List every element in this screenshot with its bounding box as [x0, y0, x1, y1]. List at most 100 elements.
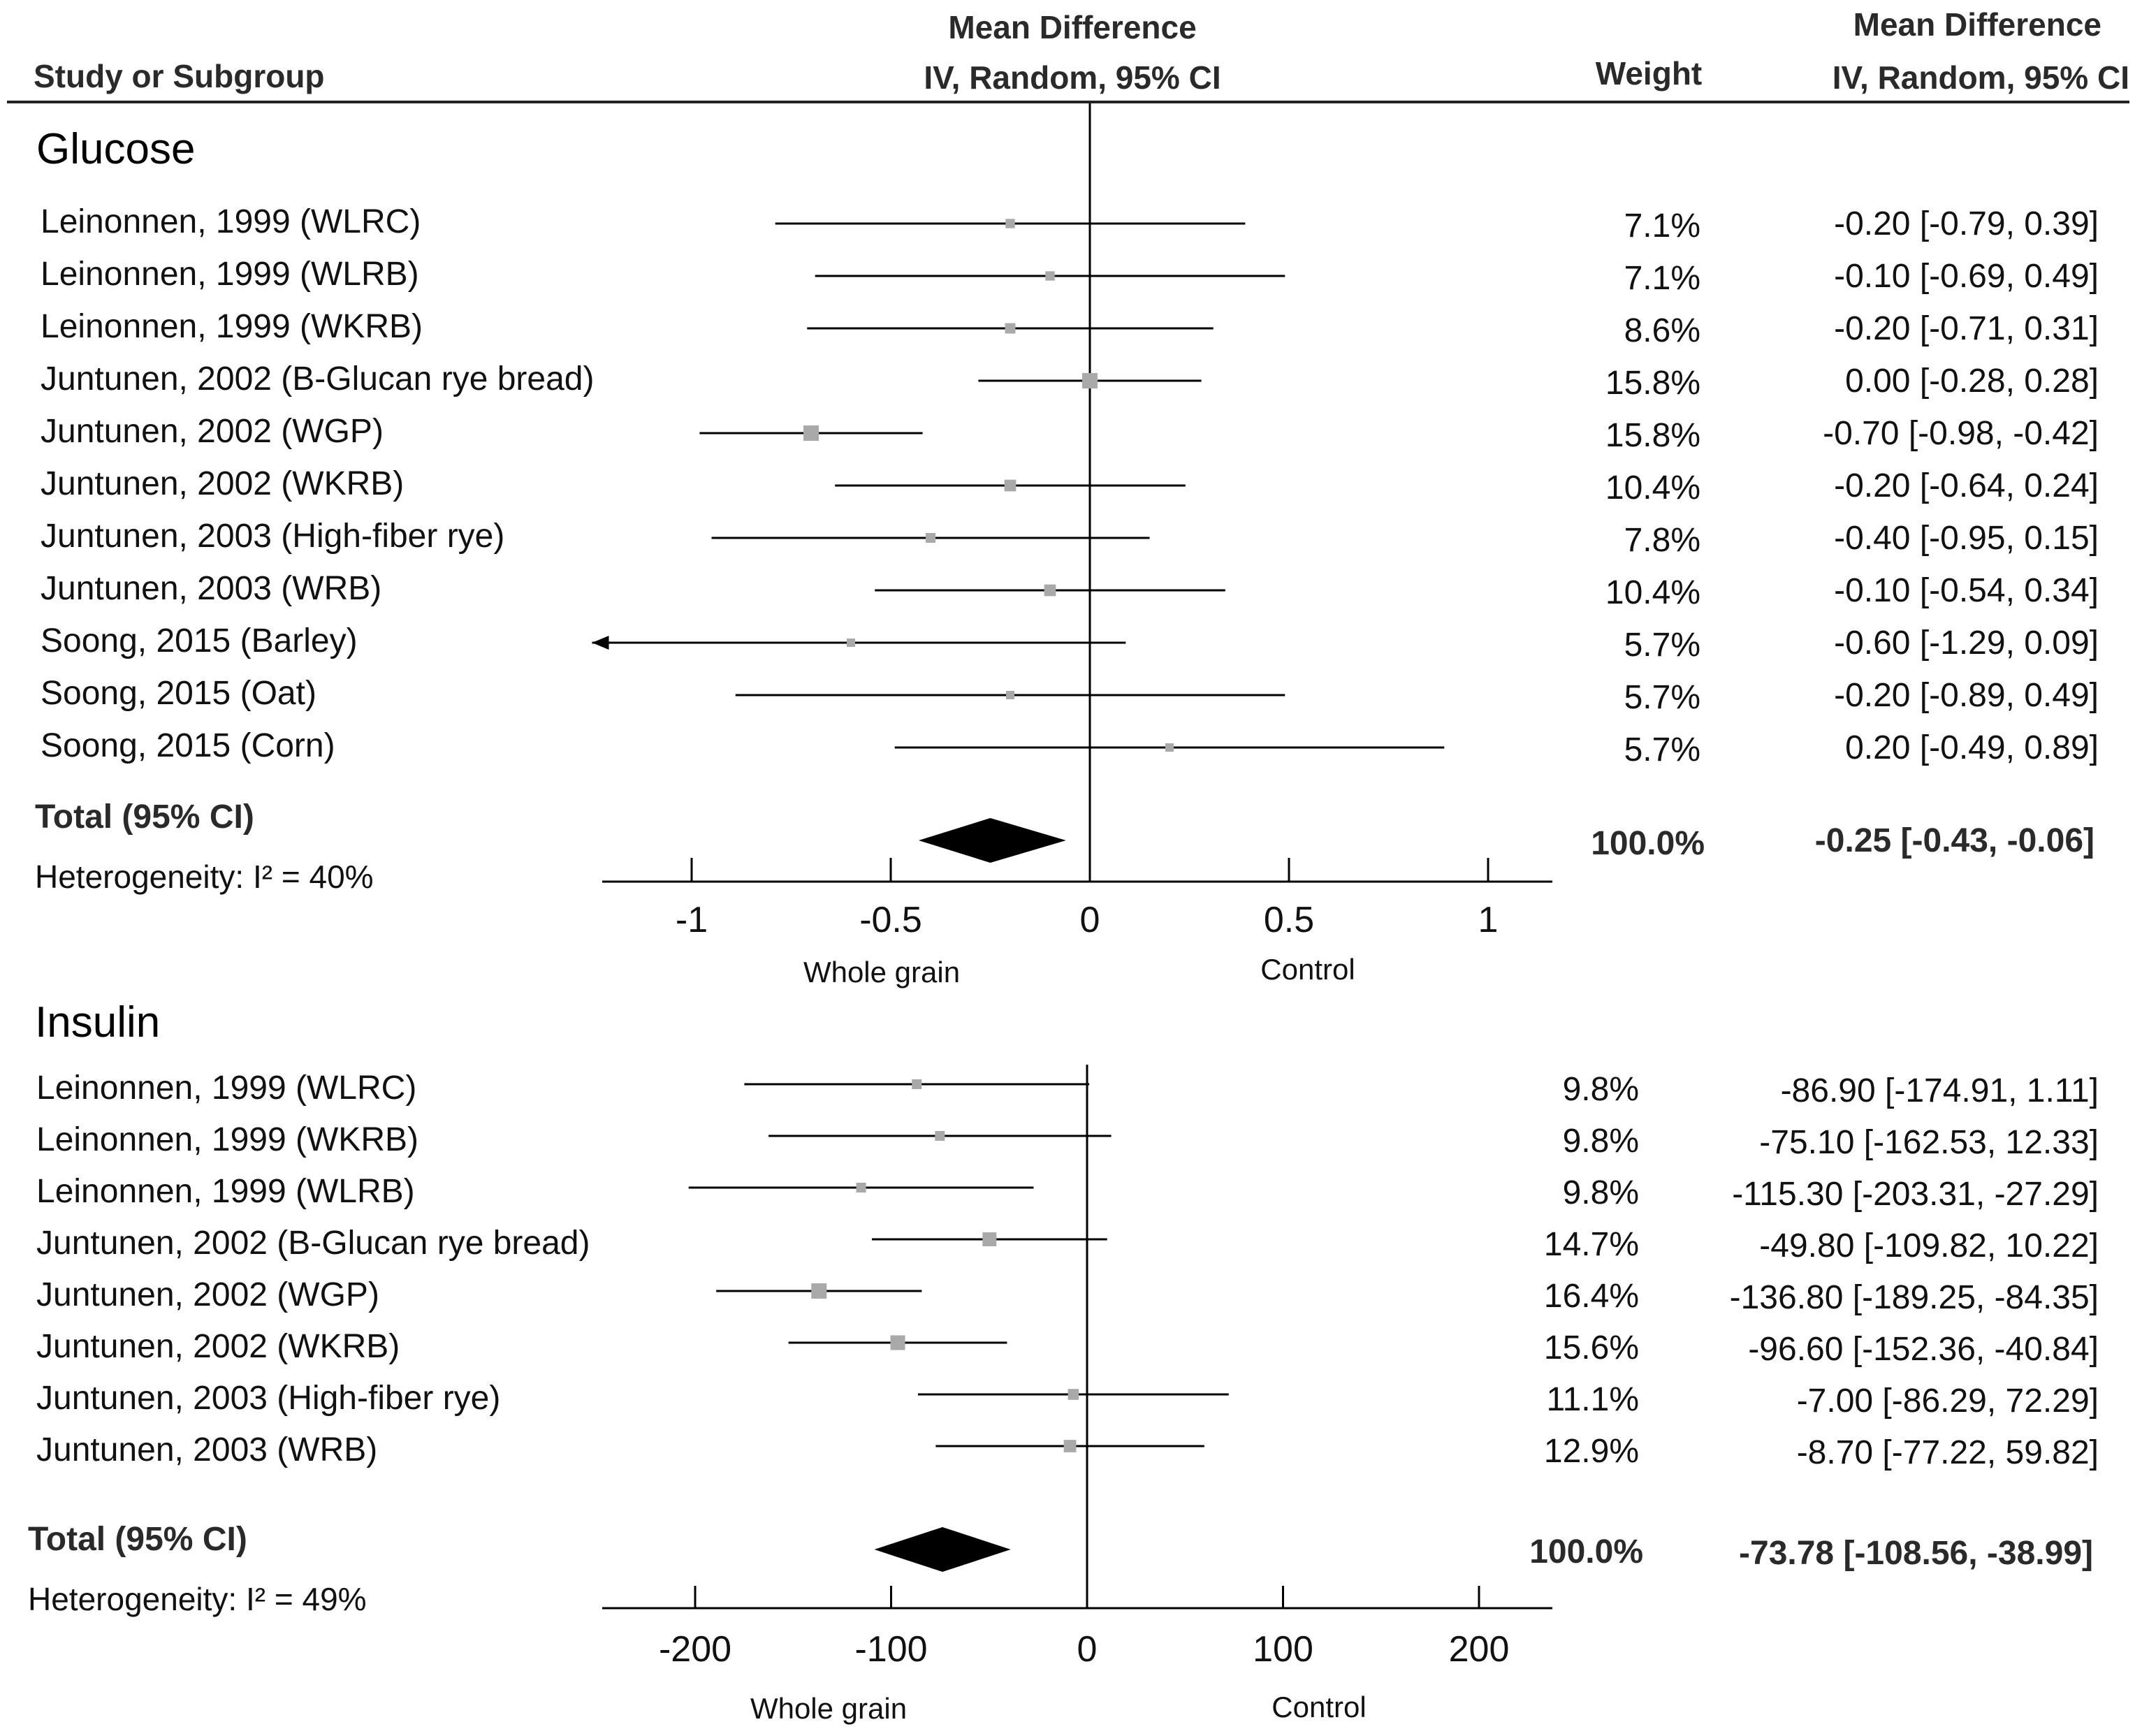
glucose-md-ci: -0.70 [-0.98, -0.42]	[1823, 415, 2099, 452]
insulin-weight: 11.1%	[1546, 1381, 1639, 1418]
glucose-point-marker	[1165, 743, 1174, 752]
glucose-point-marker	[1045, 271, 1055, 281]
insulin-section-title: Insulin	[35, 998, 161, 1046]
insulin-point-marker	[811, 1283, 827, 1299]
insulin-xlabel-right: Control	[1272, 1691, 1367, 1723]
glucose-md-ci: -0.20 [-0.79, 0.39]	[1834, 205, 2099, 242]
insulin-md-ci: -86.90 [-174.91, 1.11]	[1780, 1072, 2099, 1109]
insulin-study-name: Juntunen, 2002 (WGP)	[36, 1276, 379, 1313]
glucose-weight: 15.8%	[1605, 365, 1700, 402]
glucose-study-name: Soong, 2015 (Barley)	[41, 622, 358, 659]
insulin-weight: 14.7%	[1543, 1226, 1639, 1263]
insulin-md-ci: -96.60 [-152.36, -40.84]	[1748, 1331, 2099, 1368]
glucose-point-marker	[803, 425, 819, 441]
glucose-study-name: Juntunen, 2003 (High-fiber rye)	[41, 518, 505, 555]
insulin-total-diamond	[874, 1527, 1011, 1572]
insulin-tick-label: -200	[659, 1629, 731, 1670]
glucose-weight: 7.1%	[1624, 207, 1700, 245]
glucose-plot: -1 -0.5 0 0.5 1	[592, 103, 1552, 940]
glucose-md-ci: -0.20 [-0.89, 0.49]	[1834, 677, 2099, 714]
glucose-section-title: Glucose	[36, 125, 196, 173]
glucose-total-label: Total (95% CI)	[35, 798, 254, 836]
insulin-study-name: Juntunen, 2003 (WRB)	[36, 1431, 378, 1468]
insulin-study-name: Leinonnen, 1999 (WLRC)	[36, 1070, 417, 1107]
insulin-md-ci: -75.10 [-162.53, 12.33]	[1759, 1124, 2099, 1161]
insulin-point-marker	[856, 1183, 866, 1192]
glucose-point-marker	[1006, 691, 1014, 699]
insulin-md-ci: -7.00 [-86.29, 72.29]	[1796, 1383, 2099, 1420]
glucose-md-ci: -0.10 [-0.69, 0.49]	[1834, 258, 2099, 295]
glucose-md-ci: -0.10 [-0.54, 0.34]	[1834, 572, 2099, 609]
glucose-weight: 10.4%	[1605, 574, 1700, 611]
glucose-tick-label: 0	[1080, 900, 1100, 940]
glucose-md-ci: 0.00 [-0.28, 0.28]	[1845, 363, 2099, 400]
glucose-weight: 15.8%	[1605, 417, 1700, 454]
glucose-xlabel-right: Control	[1260, 953, 1355, 986]
glucose-point-marker	[847, 639, 855, 647]
insulin-md-ci: -49.80 [-109.82, 10.22]	[1759, 1227, 2099, 1264]
insulin-study-name: Juntunen, 2002 (WKRB)	[36, 1328, 400, 1365]
header-study: Study or Subgroup	[34, 58, 325, 94]
glucose-point-marker	[1005, 219, 1015, 228]
insulin-study-name: Juntunen, 2002 (B-Glucan rye bread)	[36, 1225, 590, 1262]
glucose-tick-label: -0.5	[859, 900, 922, 940]
glucose-study-name: Leinonnen, 1999 (WLRB)	[41, 256, 419, 293]
glucose-weight: 5.7%	[1624, 627, 1700, 664]
glucose-md-ci: -0.20 [-0.64, 0.24]	[1834, 467, 2099, 504]
insulin-weight: 9.8%	[1562, 1123, 1639, 1160]
insulin-md-ci: -115.30 [-203.31, -27.29]	[1732, 1176, 2099, 1213]
insulin-study-name: Leinonnen, 1999 (WLRB)	[36, 1173, 415, 1210]
glucose-weight: 5.7%	[1624, 731, 1700, 768]
glucose-weight: 5.7%	[1624, 679, 1700, 716]
insulin-study-name: Juntunen, 2003 (High-fiber rye)	[36, 1380, 501, 1417]
glucose-total-md: -0.25 [-0.43, -0.06]	[1814, 822, 2094, 859]
glucose-tick-label: 1	[1478, 900, 1499, 940]
glucose-point-marker	[1044, 584, 1056, 597]
insulin-point-marker	[1063, 1440, 1077, 1452]
insulin-weight: 12.9%	[1543, 1433, 1639, 1470]
glucose-tick-label: -1	[676, 900, 708, 940]
header-plot-title-1: Mean Difference	[948, 9, 1197, 45]
insulin-point-marker	[890, 1335, 905, 1350]
insulin-total-md: -73.78 [-108.56, -38.99]	[1739, 1535, 2093, 1572]
glucose-study-name: Juntunen, 2002 (WGP)	[41, 413, 384, 450]
glucose-point-marker	[925, 532, 936, 544]
glucose-md-ci: -0.60 [-1.29, 0.09]	[1834, 625, 2099, 662]
insulin-tick-label: 100	[1253, 1629, 1313, 1670]
insulin-tick-label: -100	[854, 1629, 927, 1670]
glucose-study-name: Juntunen, 2002 (B-Glucan rye bread)	[41, 360, 595, 397]
glucose-total-diamond	[918, 818, 1066, 863]
insulin-weight: 9.8%	[1562, 1071, 1639, 1108]
insulin-weight: 16.4%	[1543, 1278, 1639, 1315]
glucose-weight: 7.1%	[1624, 260, 1700, 297]
glucose-weight: 10.4%	[1605, 469, 1700, 506]
insulin-point-marker	[982, 1232, 997, 1246]
glucose-md-ci: 0.20 [-0.49, 0.89]	[1845, 729, 2099, 766]
glucose-study-name: Soong, 2015 (Corn)	[41, 727, 335, 764]
glucose-heterogeneity: Heterogeneity: I² = 40%	[35, 859, 374, 895]
insulin-total-label: Total (95% CI)	[28, 1521, 247, 1558]
glucose-md-ci: -0.20 [-0.71, 0.31]	[1834, 310, 2099, 347]
insulin-total-weight: 100.0%	[1529, 1533, 1643, 1570]
insulin-md-ci: -136.80 [-189.25, -84.35]	[1729, 1279, 2099, 1316]
glucose-study-name: Leinonnen, 1999 (WLRC)	[41, 203, 421, 240]
glucose-point-marker	[1005, 323, 1016, 334]
glucose-tick-label: 0.5	[1264, 900, 1314, 940]
insulin-point-marker	[912, 1079, 922, 1089]
insulin-study-name: Leinonnen, 1999 (WKRB)	[36, 1121, 418, 1158]
header-weight: Weight	[1595, 55, 1703, 92]
insulin-md-ci: -8.70 [-77.22, 59.82]	[1796, 1434, 2099, 1471]
insulin-xlabel-left: Whole grain	[750, 1692, 908, 1725]
insulin-tick-label: 200	[1449, 1629, 1510, 1670]
glucose-xlabel-left: Whole grain	[803, 956, 961, 989]
header-plot-title-2: IV, Random, 95% CI	[924, 59, 1221, 96]
glucose-md-ci: -0.40 [-0.95, 0.15]	[1834, 520, 2099, 557]
glucose-study-name: Juntunen, 2003 (WRB)	[41, 570, 382, 607]
glucose-weight: 7.8%	[1624, 522, 1700, 559]
insulin-plot: -200 -100 0 100 200	[602, 1065, 1552, 1670]
insulin-weight: 9.8%	[1562, 1174, 1639, 1211]
glucose-study-name: Juntunen, 2002 (WKRB)	[41, 465, 405, 502]
header-md-title-2: IV, Random, 95% CI	[1832, 59, 2129, 96]
glucose-study-name: Soong, 2015 (Oat)	[41, 675, 316, 712]
